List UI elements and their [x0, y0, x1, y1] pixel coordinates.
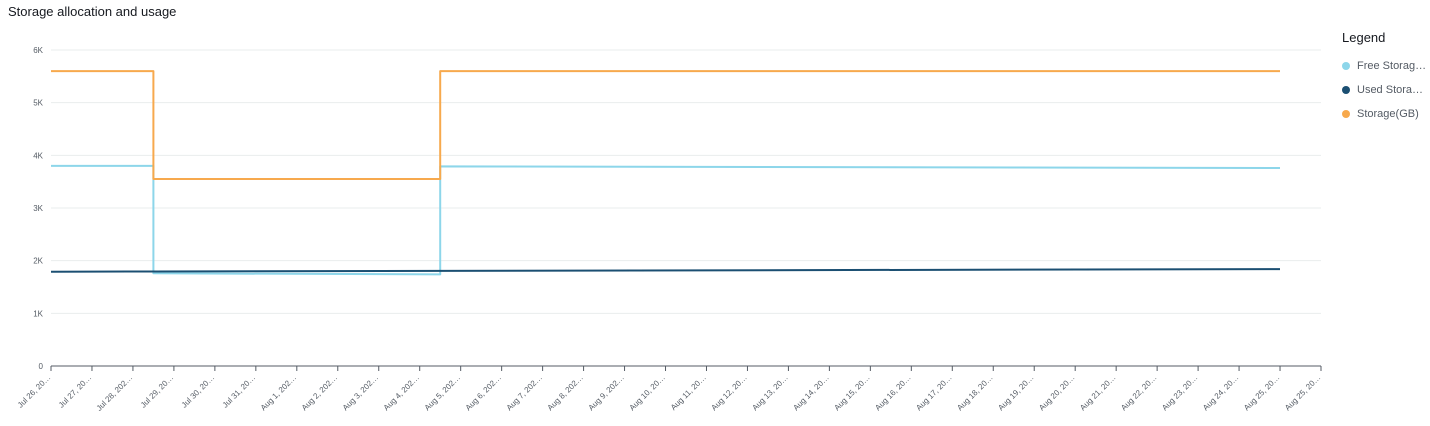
- x-tick-label: Aug 25, 20…: [1242, 373, 1281, 412]
- x-tick-label: Jul 30, 20…: [180, 373, 217, 410]
- legend: Legend Free Storag… Used Stora… Storage(…: [1342, 30, 1430, 126]
- x-tick-label: Aug 10, 20…: [628, 373, 667, 412]
- x-tick-label: Aug 9, 202…: [587, 373, 626, 412]
- x-tick-label: Aug 18, 20…: [955, 373, 994, 412]
- y-tick-label: 2K: [33, 257, 43, 266]
- x-tick-label: Aug 19, 20…: [996, 373, 1035, 412]
- x-tick-label: Jul 29, 20…: [139, 373, 176, 410]
- legend-label-free-storage: Free Storag…: [1357, 60, 1427, 72]
- y-tick-label: 6K: [33, 46, 43, 55]
- x-tick-label: Aug 21, 20…: [1078, 373, 1117, 412]
- chart-title: Storage allocation and usage: [8, 4, 177, 19]
- y-tick-label: 1K: [33, 309, 43, 318]
- series-line-1[interactable]: [50, 268, 1281, 273]
- x-tick-label: Aug 25, 20…: [1283, 373, 1322, 412]
- x-tick-label: Aug 7, 202…: [505, 373, 544, 412]
- x-axis: Jul 26, 20… Jul 27, 20… Jul 28, 202… Jul 29…: [16, 365, 1322, 413]
- x-tick-label: Aug 3, 202…: [341, 373, 380, 412]
- y-tick-label: 3K: [33, 204, 43, 213]
- x-tick-label: Aug 16, 20…: [873, 373, 912, 412]
- x-tick-label: Aug 22, 20…: [1119, 373, 1158, 412]
- y-tick-label: 5K: [33, 99, 43, 108]
- legend-swatch-used-storage: [1342, 86, 1350, 94]
- series-line-0[interactable]: [51, 164, 1281, 276]
- legend-item-storage-gb[interactable]: Storage(GB): [1342, 102, 1430, 126]
- series: [50, 70, 1281, 276]
- x-tick-label: Aug 5, 202…: [423, 373, 462, 412]
- x-tick-label: Aug 12, 20…: [709, 373, 748, 412]
- series-line-2[interactable]: [51, 70, 1280, 180]
- x-tick-label: Aug 24, 20…: [1201, 373, 1240, 412]
- x-tick-label: Aug 2, 202…: [300, 373, 339, 412]
- y-tick-label: 4K: [33, 151, 43, 160]
- y-axis: 0 1K 2K 3K 4K 5K 6K: [33, 46, 43, 371]
- x-tick-label: Jul 27, 20…: [57, 373, 94, 410]
- y-tick-label: 0: [39, 362, 44, 371]
- grid: [51, 49, 1321, 314]
- x-tick-label: Aug 23, 20…: [1160, 373, 1199, 412]
- x-tick-label: Aug 8, 202…: [546, 373, 585, 412]
- legend-swatch-free-storage: [1342, 62, 1350, 70]
- x-tick-label: Aug 15, 20…: [832, 373, 871, 412]
- x-tick-label: Aug 17, 20…: [914, 373, 953, 412]
- x-tick-label: Aug 13, 20…: [750, 373, 789, 412]
- x-tick-label: Aug 14, 20…: [791, 373, 830, 412]
- legend-label-used-storage: Used Stora…: [1357, 84, 1424, 96]
- x-tick-label: Jul 26, 20…: [16, 373, 53, 410]
- x-tick-label: Jul 28, 202…: [95, 373, 135, 413]
- legend-swatch-storage-gb: [1342, 110, 1350, 118]
- x-tick-label: Aug 1, 202…: [259, 373, 298, 412]
- legend-item-used-storage[interactable]: Used Stora…: [1342, 78, 1430, 102]
- legend-label-storage-gb: Storage(GB): [1357, 108, 1419, 120]
- x-tick-label: Aug 6, 202…: [464, 373, 503, 412]
- legend-title: Legend: [1342, 30, 1386, 45]
- x-tick-label: Aug 4, 202…: [382, 373, 421, 412]
- legend-item-free-storage[interactable]: Free Storag…: [1342, 54, 1430, 78]
- x-tick-label: Aug 20, 20…: [1037, 373, 1076, 412]
- x-tick-label: Aug 11, 20…: [669, 373, 708, 412]
- x-tick-label: Jul 31, 20…: [221, 373, 258, 410]
